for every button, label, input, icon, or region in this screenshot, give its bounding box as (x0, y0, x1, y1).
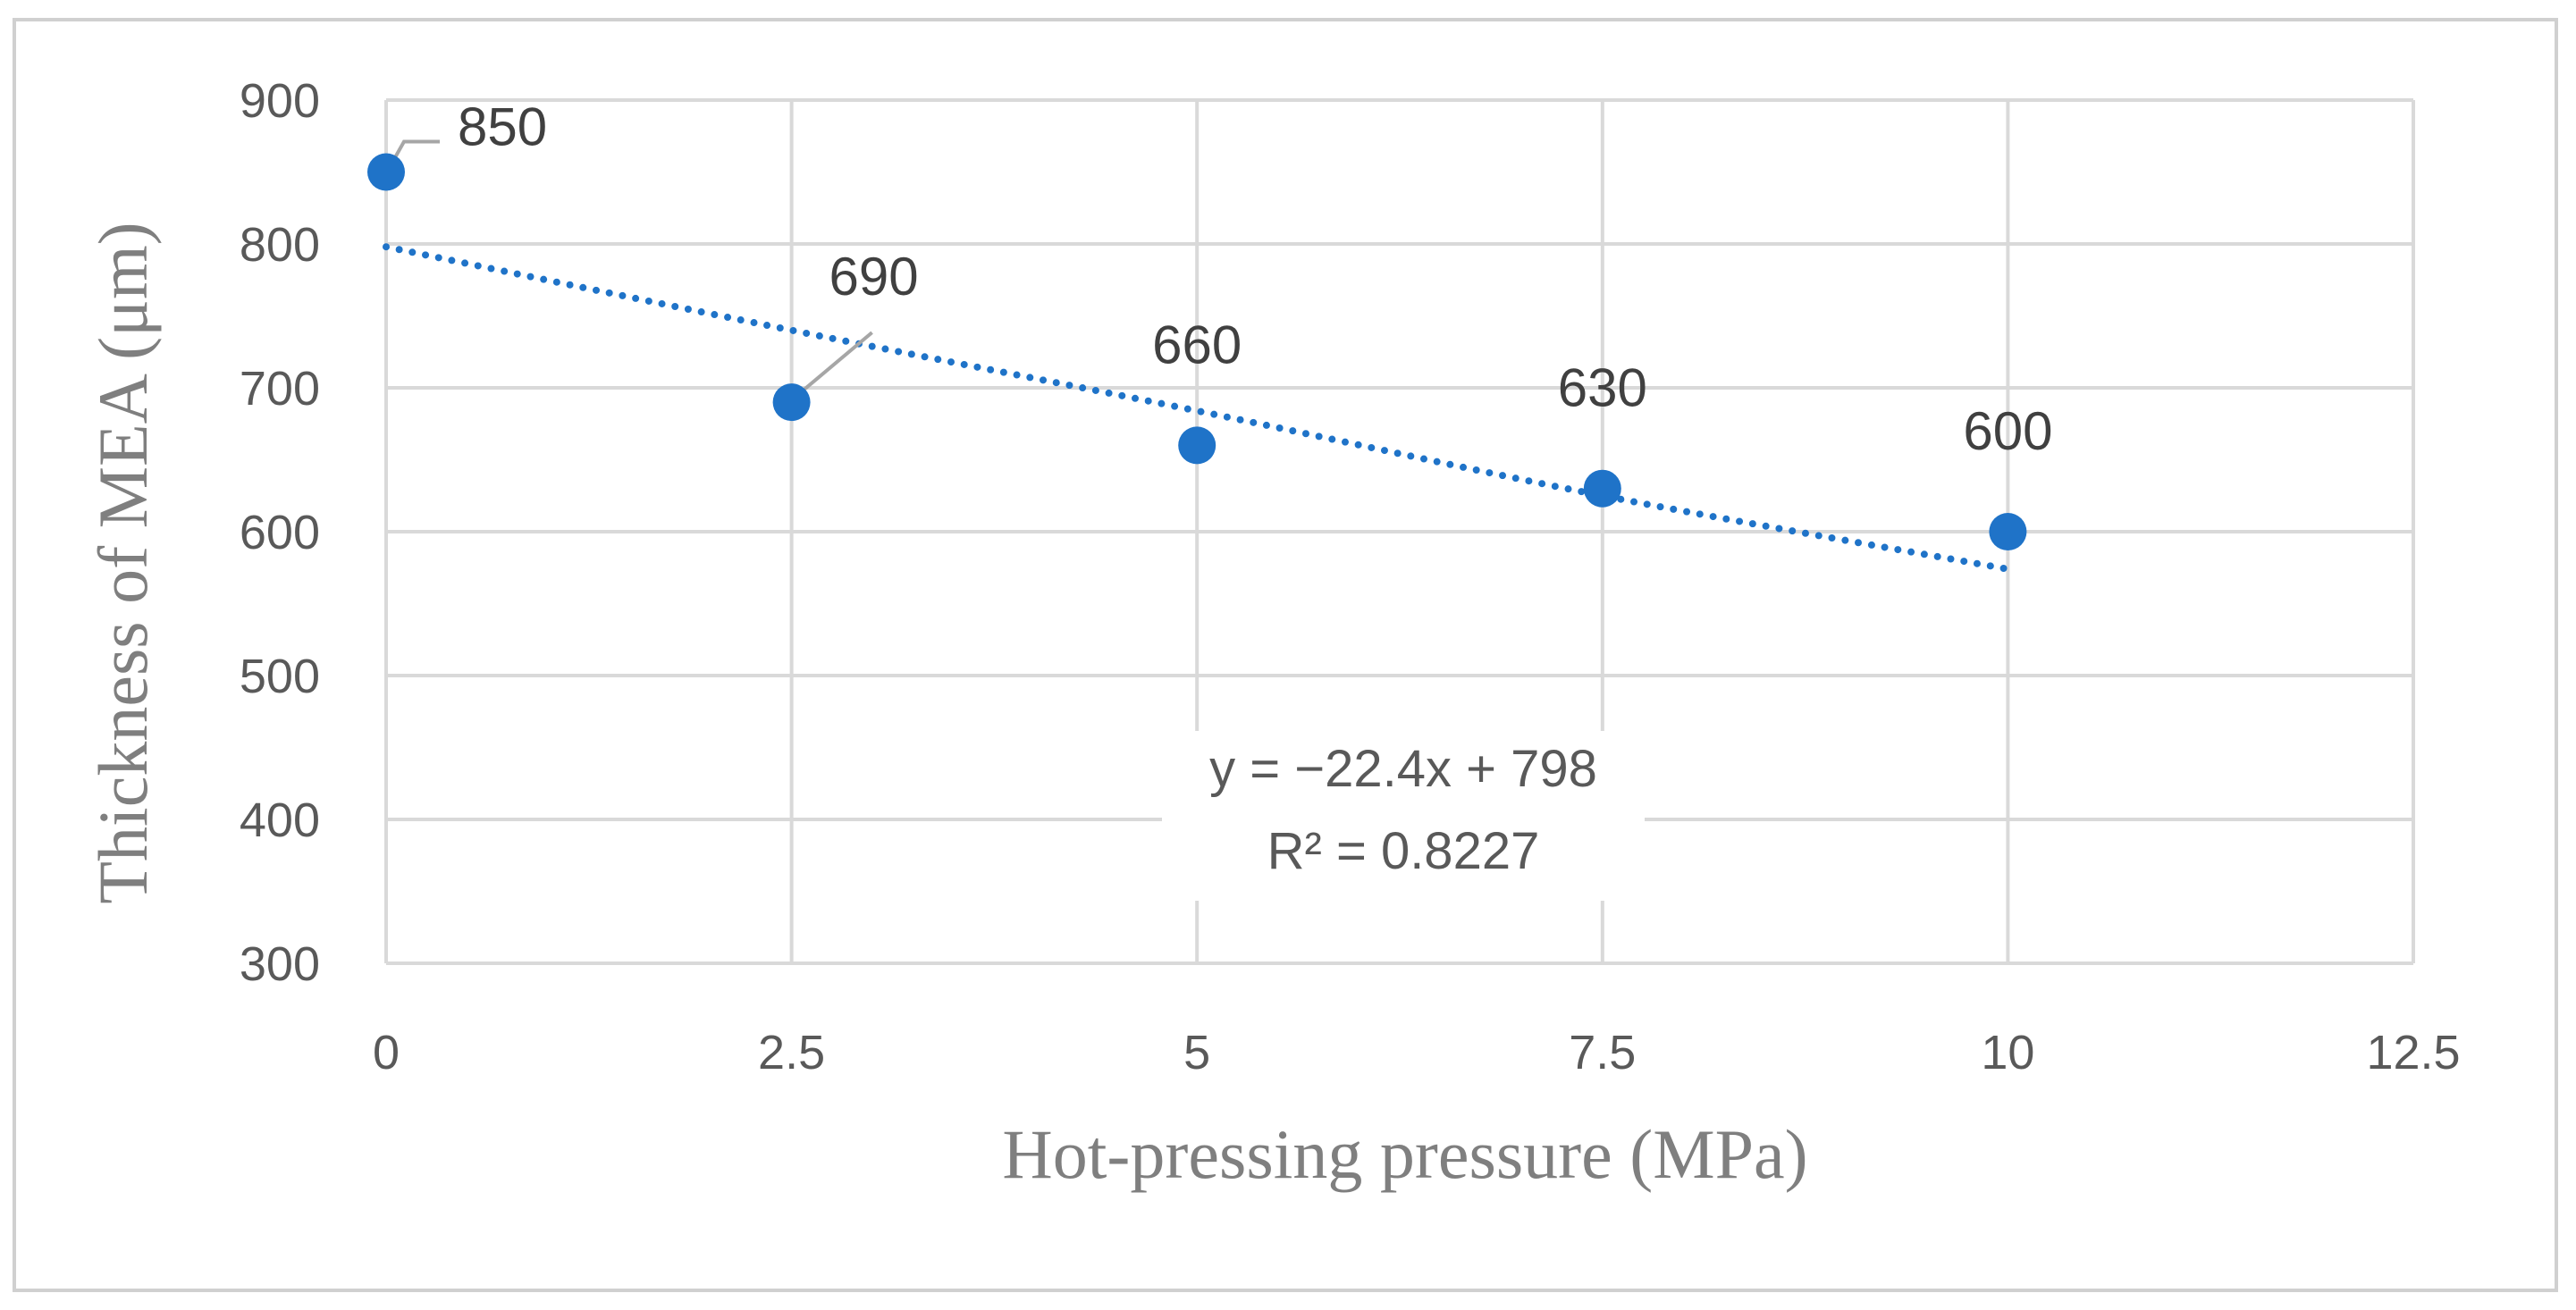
gridlines (384, 98, 2415, 965)
data-label: 660 (1152, 315, 1242, 374)
data-point (1178, 426, 1216, 465)
x-tick-label: 5 (1183, 1026, 1210, 1079)
data-label: 630 (1558, 358, 1647, 418)
data-point (367, 153, 405, 191)
x-tick-labels: 0 2.5 5 7.5 10 12.5 (373, 1026, 2461, 1079)
data-point (1989, 513, 2027, 550)
chart-frame (13, 18, 2558, 1292)
x-tick-label: 2.5 (758, 1026, 825, 1079)
trendline-equation: y = −22.4x + 798 (1209, 740, 1597, 798)
trendline-group (383, 243, 2012, 573)
data-label: 690 (829, 247, 919, 307)
y-tick-label: 300 (240, 937, 320, 991)
data-labels: 850 690 660 630 600 (458, 97, 2052, 462)
data-label: 850 (458, 97, 547, 157)
y-tick-label: 600 (240, 506, 320, 559)
y-tick-label: 800 (240, 218, 320, 272)
equation-background (1162, 731, 1645, 901)
y-tick-label: 500 (240, 650, 320, 703)
x-tick-label: 10 (1981, 1026, 2034, 1079)
y-tick-labels: 300 400 500 600 700 800 900 (240, 74, 320, 991)
data-point (772, 383, 811, 422)
x-axis-title: Hot-pressing pressure (MPa) (1002, 1115, 1807, 1193)
x-tick-label: 7.5 (1569, 1026, 1636, 1079)
y-tick-label: 900 (240, 74, 320, 128)
y-tick-label: 400 (240, 794, 320, 847)
label-leaders (386, 139, 873, 400)
data-point (1583, 469, 1621, 508)
trendline (383, 243, 2012, 573)
leader-line (792, 331, 873, 400)
x-tick-label: 0 (373, 1026, 400, 1079)
trendline-equation-box: y = −22.4x + 798 R² = 0.8227 (1162, 731, 1645, 901)
y-axis-title: Thickness of MEA (μm) (84, 222, 162, 903)
y-tick-label: 700 (240, 362, 320, 416)
data-label: 600 (1963, 401, 2052, 461)
x-tick-label: 12.5 (2366, 1026, 2460, 1079)
data-points (367, 153, 2027, 550)
trendline-r-squared: R² = 0.8227 (1267, 822, 1540, 880)
